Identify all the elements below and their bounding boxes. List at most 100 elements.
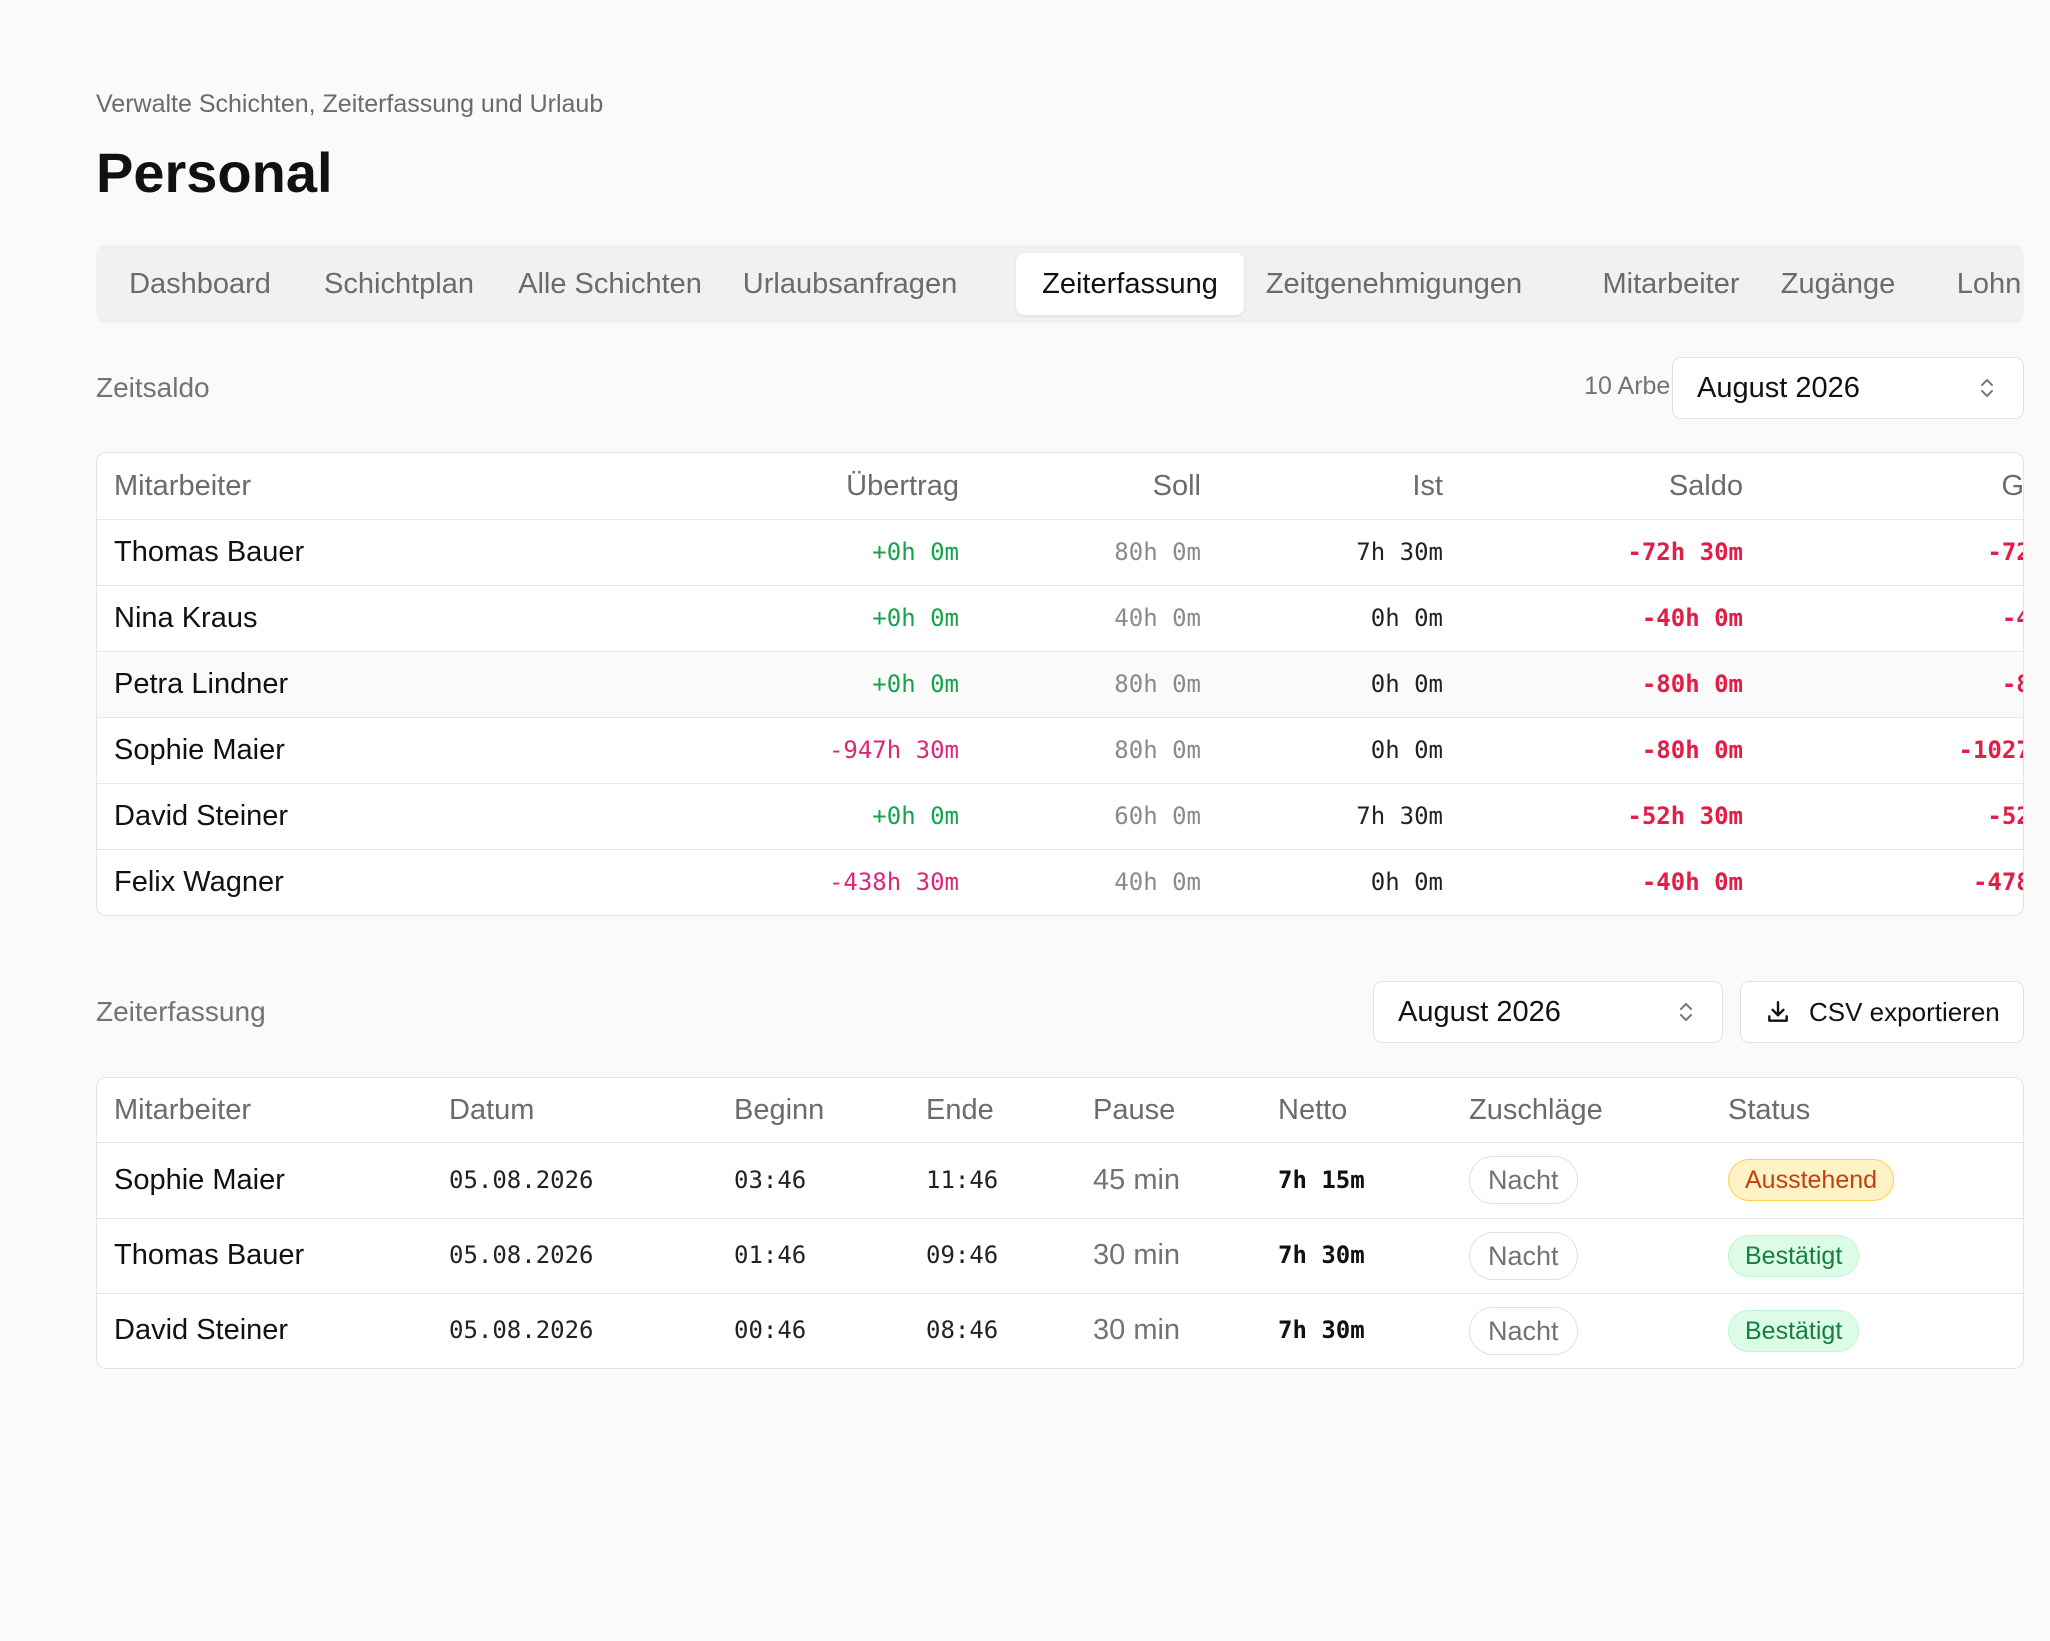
row-uebertrag: -947h 30m <box>828 736 959 764</box>
col-status: Status <box>1728 1094 1811 1126</box>
row-pause: 30 min <box>1093 1314 1181 1346</box>
csv-export-button[interactable]: CSV exportieren <box>1740 981 2024 1043</box>
tab-zugaenge[interactable]: Zugänge <box>1780 268 1896 300</box>
row-datum: 05.08.2026 <box>449 1166 594 1194</box>
row-saldo: -40h 0m <box>1641 868 1743 896</box>
tab-urlaubsanfragen[interactable]: Urlaubsanfragen <box>742 268 958 300</box>
zuschlag-chip: Nacht <box>1469 1307 1578 1355</box>
col-mitarbeiter: Mitarbeiter <box>114 1094 251 1126</box>
zeitsaldo-table: Mitarbeiter Übertrag Soll Ist Saldo Gesa… <box>96 452 2024 916</box>
zeiterfassung-month-value: August 2026 <box>1398 996 1561 1028</box>
row-ist: 0h 0m <box>1370 604 1443 632</box>
row-datum: 05.08.2026 <box>449 1241 594 1269</box>
status-badge: Bestätigt <box>1728 1310 1860 1352</box>
table-row: Nina Kraus +0h 0m 40h 0m 0h 0m -40h 0m -… <box>97 585 2023 651</box>
tab-bar: Dashboard Schichtplan Alle Schichten Url… <box>96 245 2024 323</box>
page-subtitle: Verwalte Schichten, Zeiterfassung und Ur… <box>96 90 604 118</box>
row-ende: 11:46 <box>926 1166 999 1194</box>
row-gesamt: -80h 0m <box>2001 670 2023 698</box>
zeitsaldo-month-value: August 2026 <box>1697 372 1860 404</box>
row-gesamt: -478h 30m <box>1972 868 2023 896</box>
row-uebertrag: +0h 0m <box>872 604 959 632</box>
zeitsaldo-month-select[interactable]: August 2026 <box>1672 357 2024 419</box>
row-beginn: 03:46 <box>734 1166 807 1194</box>
row-name: Sophie Maier <box>114 734 285 766</box>
row-netto: 7h 15m <box>1278 1166 1365 1194</box>
row-name: David Steiner <box>114 800 289 832</box>
row-ist: 0h 0m <box>1370 736 1443 764</box>
zeiterfassung-month-select[interactable]: August 2026 <box>1373 981 1723 1043</box>
row-name: Nina Kraus <box>114 602 258 634</box>
table-row: Felix Wagner -438h 30m 40h 0m 0h 0m -40h… <box>97 849 2023 915</box>
row-uebertrag: +0h 0m <box>872 802 959 830</box>
row-soll: 80h 0m <box>1114 538 1201 566</box>
row-beginn: 01:46 <box>734 1241 807 1269</box>
col-zuschlaege: Zuschläge <box>1469 1094 1603 1126</box>
col-saldo: Saldo <box>1668 470 1743 502</box>
table-row: Thomas Bauer 05.08.2026 01:46 09:46 30 m… <box>97 1218 2023 1293</box>
row-saldo: -72h 30m <box>1627 538 1743 566</box>
row-soll: 40h 0m <box>1114 868 1201 896</box>
table-row: Sophie Maier 05.08.2026 03:46 11:46 45 m… <box>97 1142 2023 1218</box>
zeitsaldo-label: Zeitsaldo <box>96 372 210 403</box>
tab-lohn[interactable]: Lohn <box>1956 268 2022 300</box>
table-row: Sophie Maier -947h 30m 80h 0m 0h 0m -80h… <box>97 717 2023 783</box>
row-netto: 7h 30m <box>1278 1316 1365 1344</box>
page-title: Personal <box>96 141 333 204</box>
col-mitarbeiter: Mitarbeiter <box>114 470 251 502</box>
row-gesamt: -52h 30m <box>1987 802 2023 830</box>
table-header-row: Mitarbeiter Übertrag Soll Ist Saldo Gesa… <box>97 453 2023 519</box>
row-saldo: -40h 0m <box>1641 604 1743 632</box>
row-pause: 30 min <box>1093 1239 1181 1271</box>
col-netto: Netto <box>1278 1094 1348 1126</box>
row-gesamt: -72h 30m <box>1987 538 2023 566</box>
row-ist: 7h 30m <box>1356 538 1443 566</box>
col-uebertrag: Übertrag <box>846 470 959 502</box>
table-row: David Steiner 05.08.2026 00:46 08:46 30 … <box>97 1293 2023 1368</box>
row-uebertrag: -438h 30m <box>828 868 959 896</box>
tab-alle-schichten[interactable]: Alle Schichten <box>518 268 702 300</box>
row-soll: 80h 0m <box>1114 670 1201 698</box>
tab-schichtplan[interactable]: Schichtplan <box>324 268 474 300</box>
tab-zeitgenehmigungen[interactable]: Zeitgenehmigungen <box>1265 268 1523 300</box>
col-ende: Ende <box>926 1094 994 1126</box>
row-ist: 0h 0m <box>1370 670 1443 698</box>
zeiterfassung-table: Mitarbeiter Datum Beginn Ende Pause Nett… <box>96 1077 2024 1369</box>
row-saldo: -52h 30m <box>1627 802 1743 830</box>
row-ist: 0h 0m <box>1370 868 1443 896</box>
status-badge: Bestätigt <box>1728 1235 1860 1277</box>
zuschlag-chip: Nacht <box>1469 1156 1578 1204</box>
row-soll: 80h 0m <box>1114 736 1201 764</box>
row-ist: 7h 30m <box>1356 802 1443 830</box>
row-uebertrag: +0h 0m <box>872 670 959 698</box>
col-pause: Pause <box>1093 1094 1176 1126</box>
tab-zeiterfassung[interactable]: Zeiterfassung <box>1016 253 1244 315</box>
zeiterfassung-label: Zeiterfassung <box>96 996 266 1027</box>
chevrons-up-down-icon <box>1981 379 1993 397</box>
row-name: David Steiner <box>114 1314 289 1346</box>
table-header-row: Mitarbeiter Datum Beginn Ende Pause Nett… <box>97 1078 2023 1142</box>
row-saldo: -80h 0m <box>1641 736 1743 764</box>
col-datum: Datum <box>449 1094 535 1126</box>
col-ist: Ist <box>1412 470 1443 502</box>
row-netto: 7h 30m <box>1278 1241 1365 1269</box>
table-row: Thomas Bauer +0h 0m 80h 0m 7h 30m -72h 3… <box>97 519 2023 585</box>
tab-dashboard[interactable]: Dashboard <box>129 268 271 300</box>
row-ende: 09:46 <box>926 1241 999 1269</box>
row-datum: 05.08.2026 <box>449 1316 594 1344</box>
row-saldo: -80h 0m <box>1641 670 1743 698</box>
row-name: Thomas Bauer <box>114 536 305 568</box>
row-name: Felix Wagner <box>114 866 284 898</box>
row-name: Thomas Bauer <box>114 1239 305 1271</box>
tab-mitarbeiter[interactable]: Mitarbeiter <box>1602 268 1740 300</box>
csv-export-label: CSV exportieren <box>1809 997 2000 1027</box>
row-uebertrag: +0h 0m <box>872 538 959 566</box>
row-soll: 60h 0m <box>1114 802 1201 830</box>
row-pause: 45 min <box>1093 1164 1181 1196</box>
row-beginn: 00:46 <box>734 1316 807 1344</box>
col-soll: Soll <box>1152 470 1201 502</box>
download-icon <box>1768 1001 1788 1022</box>
row-ende: 08:46 <box>926 1316 999 1344</box>
row-name: Petra Lindner <box>114 668 289 700</box>
zuschlag-chip: Nacht <box>1469 1232 1578 1280</box>
